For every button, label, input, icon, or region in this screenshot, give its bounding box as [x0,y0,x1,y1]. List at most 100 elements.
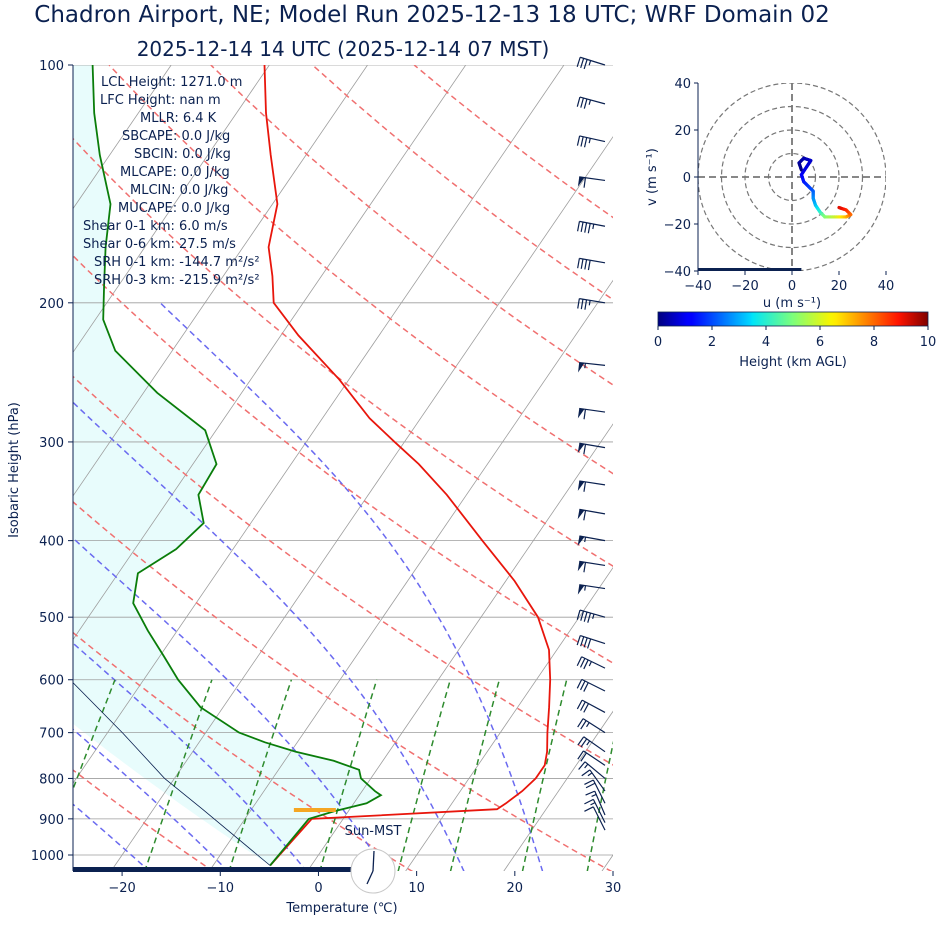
hodograph-y-tick-label: 0 [683,171,691,186]
mixing-ratio-line [144,679,213,871]
wind-barb-full [580,610,585,621]
wind-barb-full [586,638,592,649]
x-tick-label: 10 [408,881,425,896]
wind-barb [584,806,606,831]
height-colorbar [657,311,929,327]
wind-barb-staff [589,769,606,792]
colorbar-ticks: 0 2 4 6 8 10 [654,326,936,350]
wind-barb-full [580,97,585,108]
wind-barb [576,609,606,623]
moist-adiabat [73,642,308,871]
wind-barb-half [584,763,589,769]
wind-barb-full [584,259,588,270]
moist-adiabat [73,401,465,871]
wind-barb-half [590,802,596,806]
wind-barb [584,779,606,804]
wind-barb-full [576,609,581,620]
wind-barb-staff [594,790,606,816]
isotherm-gridline [73,65,467,641]
wind-barb-staff [579,442,606,449]
wind-barb [577,736,606,753]
wind-barb-flag [577,408,585,419]
dry-adiabat [73,375,613,766]
wind-barb-full [576,96,581,107]
wind-barb-staff [579,609,606,618]
hodograph-axes: −40 −20 0 20 40 −40 −20 0 20 40 [664,77,895,294]
wind-barb-full [580,221,584,233]
wind-barb-full [579,680,586,691]
wind-barb-staff [584,761,606,779]
stat-line: Shear 0-6 km: 27.5 m/s [83,237,236,252]
x-tick-label: −10 [207,881,234,896]
isotherm-gridline [73,65,565,784]
wind-barb-flag [577,584,585,595]
y-tick-label: 1000 [31,849,64,864]
wind-barb-full [584,798,594,805]
wind-barb-full [577,736,585,746]
isotherm-gridline [73,65,172,210]
wind-barb-half [588,99,592,105]
dry-adiabat [73,137,613,568]
wind-barb [577,480,606,492]
wind-barb [576,656,606,670]
colorbar-label: Height (km AGL) [739,355,847,370]
wind-barb-staff [579,257,606,264]
wind-barb [581,769,606,792]
wind-barb-half [586,740,591,746]
mixing-ratio-line [449,679,501,871]
wind-barb-flag [577,535,585,546]
hodograph-bottom-band [698,268,802,271]
wind-barb-full [583,137,588,148]
wind-barb [576,699,606,713]
wind-barb-full [580,299,584,310]
mixing-ratio-line [73,679,116,792]
sun-clock-hand-hour [366,870,374,885]
wind-barb [584,798,606,823]
wind-barb-full [583,177,587,188]
wind-barbs [576,56,606,831]
wind-barb-half [584,585,587,591]
colorbar-tick-label: 4 [762,335,770,350]
parcel-profile [73,682,271,866]
chart-subtitle: 2025-12-14 14 UTC (2025-12-14 07 MST) [137,37,550,61]
wind-barb-staff [582,718,606,734]
wind-barb-staff [581,699,606,713]
surface-band [73,867,367,872]
temperature-profile [263,65,552,867]
wind-barb [577,298,606,310]
wind-barb-full [583,444,587,455]
wind-barb-full [583,659,589,670]
hodograph-y-label: v (m s⁻¹) [645,148,660,206]
wind-barb-staff [592,806,606,831]
dewpoint-profile [91,65,383,867]
wind-barb-staff [579,220,606,227]
wind-barb-full [583,637,588,648]
cape-shading [73,65,381,866]
colorbar-tick-label: 2 [708,335,716,350]
wind-barb-half [586,722,590,728]
wind-barb-full [578,761,586,770]
wind-barb-staff [581,656,606,669]
wind-barb-half [588,300,591,306]
wind-barb-half [588,661,592,667]
y-tick-label: 500 [39,611,64,626]
wind-barb-full [576,57,581,67]
chart-title: Chadron Airport, NE; Model Run 2025-12-1… [34,2,829,28]
wind-barb-full [576,135,581,146]
hodograph-x-tick-label: −20 [731,279,758,294]
wind-barb [576,220,606,234]
wind-barb-staff [583,750,606,766]
wind-barb [577,407,606,420]
wind-barb-full [580,636,585,647]
sun-label: Sun-MST [345,824,402,839]
wind-barb-staff [580,56,606,66]
wind-barb-full [583,59,588,70]
wind-barb-full [583,682,589,692]
y-tick-label: 200 [39,297,64,312]
wind-barb-full [581,769,591,777]
dry-adiabat [312,65,613,301]
y-tick-label: 800 [39,772,64,787]
y-tick-label: 300 [39,436,64,451]
colorbar-tick-label: 6 [816,335,824,350]
wind-barb [577,442,606,455]
